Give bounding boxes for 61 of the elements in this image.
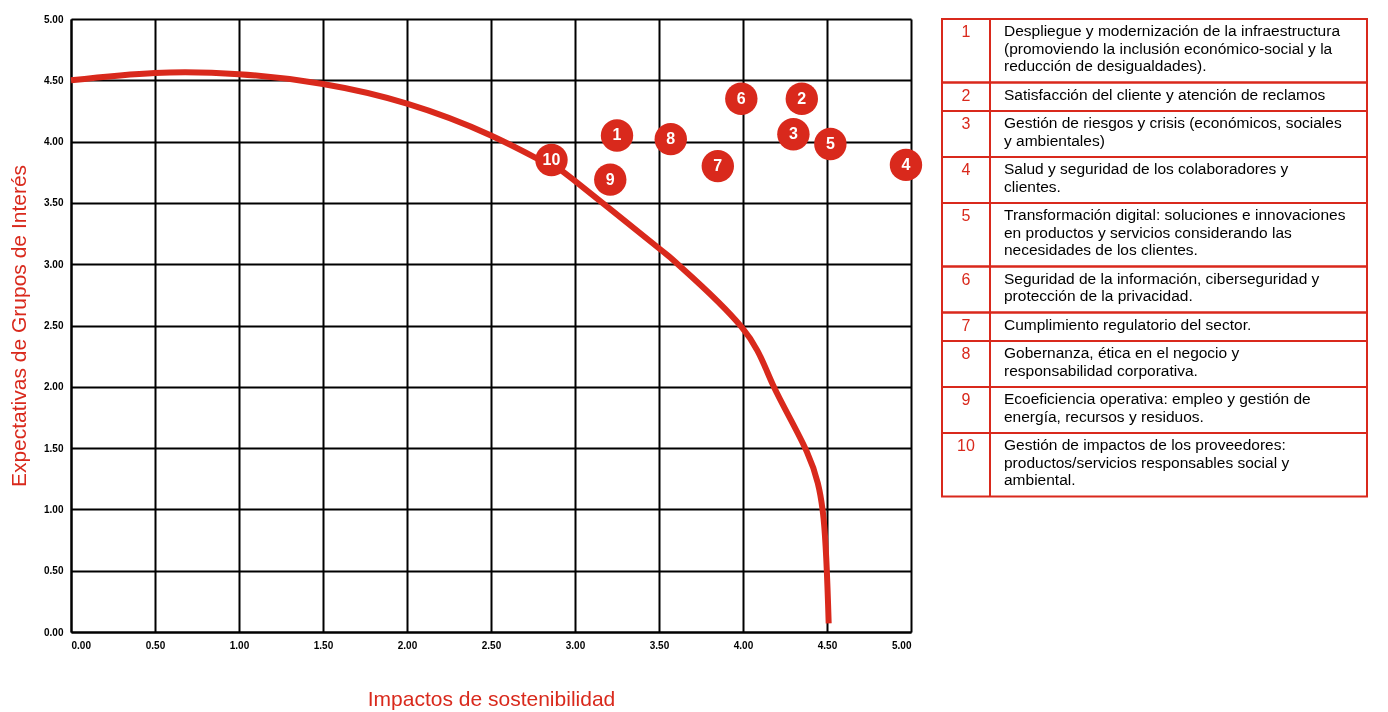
y-tick-label: 2.00	[44, 381, 64, 393]
x-tick-label: 4.50	[817, 639, 838, 651]
y-tick-label: 0.00	[44, 626, 64, 638]
series-label: 8	[666, 130, 676, 148]
point	[814, 127, 847, 161]
series-label: 4	[901, 155, 911, 173]
point	[701, 149, 734, 183]
x-tick-label: 3.00	[565, 639, 586, 651]
y-tick-label: 1.50	[44, 442, 64, 454]
category-label: 5	[961, 207, 971, 224]
point	[785, 82, 818, 115]
legend-label: 2	[961, 86, 971, 104]
series-label: 6	[736, 89, 746, 107]
y-tick-label: 5.00	[44, 13, 64, 25]
point	[594, 163, 627, 196]
x-tick-label: 1.00	[229, 639, 250, 651]
category-label: 2	[797, 89, 807, 107]
point	[777, 118, 810, 151]
series-label: 5	[825, 135, 835, 153]
series-label: 9	[605, 170, 615, 188]
y-tick-label: 3.50	[44, 197, 64, 209]
x-tick-label: 2.50	[481, 639, 502, 651]
y-axis-title: Expectativas de Grupos de Interés	[7, 164, 31, 488]
text: Seguridad de la información, ciberseguridad y protección de la privacidad.	[1004, 269, 1320, 304]
text: Satisfacción del cliente y atención de reclamos	[1004, 85, 1326, 103]
category-label: 3	[961, 115, 971, 132]
category-label: 10	[957, 437, 975, 454]
series-label: 1	[612, 126, 622, 144]
text: Gestión de riesgos y crisis (económicos, sociales y ambientales)	[1004, 114, 1342, 149]
category-label: 1	[961, 23, 971, 40]
y-tick-label: 4.00	[44, 136, 64, 148]
category-label: 8	[961, 345, 971, 362]
category-label: 6	[961, 270, 971, 288]
x-tick-label: 0.50	[145, 639, 166, 651]
y-tick-label: 0.50	[44, 565, 64, 577]
category-label: 7	[713, 157, 723, 175]
x-tick-label: 5.00	[892, 639, 912, 651]
text: Despliegue y modernización de la infraestructura (promoviendo la inclusión económico-social y la reducción de desigualdades).	[1004, 22, 1341, 74]
x-tick-label: 1.50	[313, 639, 334, 651]
x-tick-label: 0.00	[71, 639, 92, 651]
x-tick-label: 3.50	[649, 639, 670, 651]
text: Cumplimiento regulatorio del sector.	[1004, 315, 1252, 333]
category-label: 9	[961, 391, 971, 408]
series-label: 3	[788, 125, 798, 143]
text: Gobernanza, ética en el negocio y responsabilidad corporativa.	[1004, 344, 1240, 379]
text: Salud y seguridad de los colaboradores y clientes.	[1004, 160, 1289, 195]
x-tick-label: 4.00	[733, 639, 754, 651]
text: Gestión de impactos de los proveedores: productos/servicios responsables social y ambiental.	[1004, 436, 1290, 488]
point	[725, 82, 758, 115]
series-label: 10	[542, 150, 561, 168]
point	[600, 119, 634, 152]
legend-label: 7	[961, 316, 971, 334]
y-tick-label: 4.50	[44, 74, 64, 86]
y-tick-label: 2.50	[44, 320, 64, 331]
x-axis-title: Impactos de sostenibilidad	[367, 686, 616, 710]
text: Transformación digital: soluciones e innovaciones en productos y servicios considerando las necesidades de los clientes.	[1004, 206, 1346, 258]
category-label: 4	[961, 161, 971, 178]
text: Ecoeficiencia operativa: empleo y gestión de energía, recursos y residuos.	[1004, 390, 1311, 425]
y-tick-label: 1.00	[44, 503, 64, 515]
x-tick-label: 2.00	[397, 639, 418, 651]
y-tick-label: 3.00	[44, 258, 64, 270]
